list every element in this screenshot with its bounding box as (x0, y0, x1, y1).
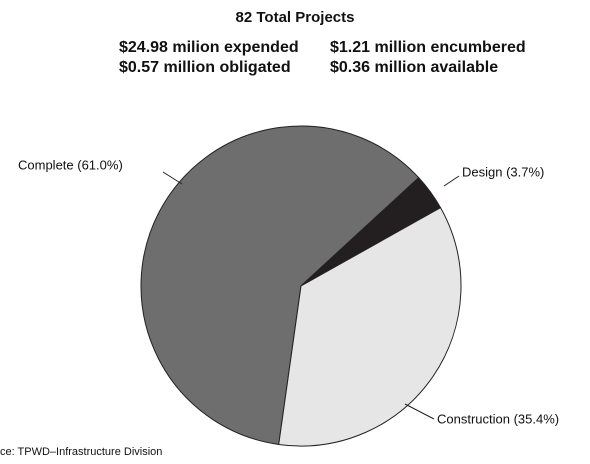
pie-slice (278, 206, 462, 447)
chart-title: 82 Total Projects (236, 9, 355, 26)
pie-slice (140, 125, 420, 446)
leader-line (404, 403, 435, 420)
slice-label: Design (3.7%) (462, 164, 544, 179)
slice-label: Construction (35.4%) (437, 411, 559, 426)
subtitle: $0.57 million obligated (119, 59, 291, 76)
subtitle: $24.98 milion expended (119, 39, 299, 56)
slice-label: Complete (61.0%) (18, 157, 123, 172)
subtitle: $1.21 million encumbered (330, 39, 526, 56)
leader-line (162, 171, 183, 185)
subtitle: $0.36 million available (330, 59, 498, 76)
source: ce: TPWD–Infrastructure Division (0, 446, 162, 458)
leader-line (443, 175, 460, 187)
